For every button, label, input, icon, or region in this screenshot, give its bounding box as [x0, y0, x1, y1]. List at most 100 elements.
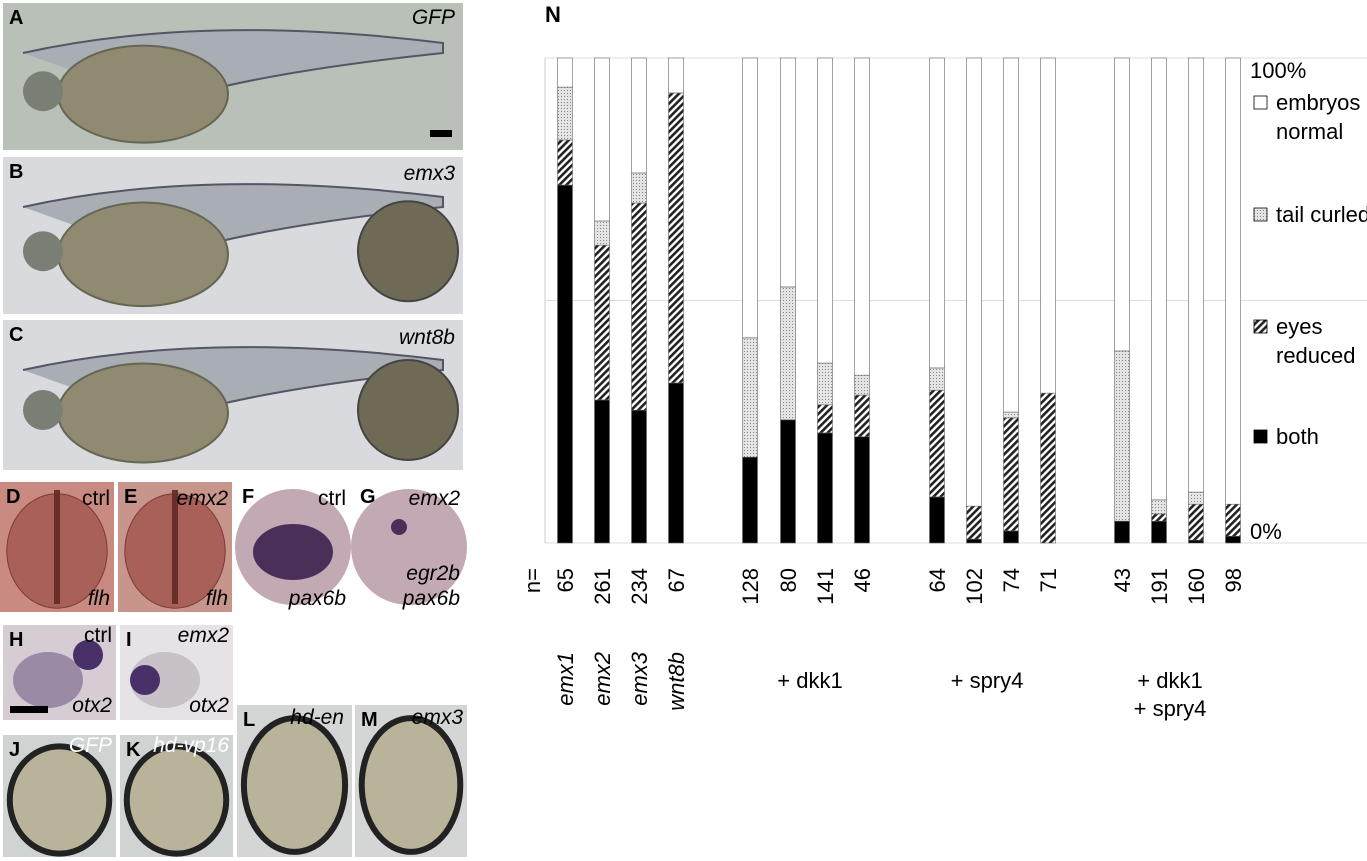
panel-letter: A [9, 7, 23, 29]
n-label: 141 [813, 568, 838, 605]
bar-segment [780, 57, 796, 288]
panel-label: emx2 [409, 487, 461, 510]
n-label: 64 [925, 568, 950, 592]
panel-label: hd-vp16 [153, 734, 229, 757]
legend-swatch [1253, 319, 1268, 334]
bar-segment [1151, 520, 1167, 544]
group-label: emx3 [627, 651, 652, 706]
n-label: 67 [664, 568, 689, 592]
bar-segment [668, 382, 684, 544]
bar-segment [1151, 513, 1167, 522]
bar-segment [817, 432, 833, 544]
bar-segment [1114, 57, 1130, 352]
bar-segment [557, 139, 573, 186]
embryo-yolk [57, 201, 229, 308]
bar-segment [1188, 57, 1204, 493]
panel-label: otx2 [189, 694, 229, 717]
panel-label: wnt8b [399, 326, 455, 349]
panel-label: pax6b [288, 587, 347, 610]
legend-label: both [1276, 424, 1319, 449]
bar-segment [1188, 539, 1204, 544]
bar-segment [1040, 57, 1056, 394]
group-label: + dkk1 [1137, 668, 1202, 693]
embryo-yolk [57, 362, 229, 464]
n-label: 160 [1184, 568, 1209, 605]
embryo [351, 489, 467, 605]
bar-segment [668, 92, 684, 384]
panel-letter: J [9, 739, 20, 761]
bar-segment [817, 404, 833, 434]
bar-segment [854, 436, 870, 544]
bar-segment [929, 57, 945, 369]
panel-letter: I [126, 629, 132, 651]
group-label: emx2 [590, 652, 615, 706]
inset-embryo [357, 359, 459, 461]
embryo-eye [23, 390, 63, 430]
panel-label: otx2 [72, 694, 112, 717]
bar-segment [594, 57, 610, 222]
stain [253, 524, 333, 580]
bar-segment [557, 184, 573, 544]
bar-segment [557, 86, 573, 141]
n-label: 74 [999, 568, 1024, 592]
bar-segment [854, 57, 870, 376]
panel-label: GFP [412, 6, 455, 29]
chart-title: N [545, 2, 561, 27]
n-label: 191 [1147, 568, 1172, 605]
panel-label: flh [206, 587, 228, 610]
panel-letter: B [9, 161, 23, 183]
embryo-head [13, 652, 83, 708]
bar-segment [742, 456, 758, 544]
legend-swatch [1253, 429, 1268, 444]
bar-segment [1225, 535, 1241, 544]
n-label: 98 [1221, 568, 1246, 592]
bar-segment [929, 496, 945, 544]
scale-bar [10, 706, 48, 713]
panel-label: emx2 [177, 487, 229, 510]
bar-segment [966, 57, 982, 507]
inset-embryo [357, 200, 459, 303]
bar-segment [817, 57, 833, 364]
stain [73, 640, 103, 670]
bar-segment [1003, 411, 1019, 419]
panel-label: emx2 [178, 624, 230, 647]
n-label: 234 [627, 568, 652, 605]
panel-label: GFP [69, 734, 112, 757]
scale-bar [430, 130, 452, 137]
y-tick-label: 0% [1250, 519, 1282, 544]
bar-segment [631, 409, 647, 544]
group-label: + dkk1 [777, 668, 842, 693]
bar-segment [1225, 57, 1241, 505]
group-label: wnt8b [664, 652, 689, 711]
group-label: + spry4 [951, 668, 1024, 693]
legend-label: eyes reduced [1276, 314, 1356, 368]
bar-segment [1114, 520, 1130, 544]
bar-segment [631, 202, 647, 411]
panel-label: hd-en [290, 706, 344, 729]
embryo [123, 743, 230, 857]
panel-letter: H [9, 629, 23, 651]
panel-label: ctrl [82, 487, 110, 510]
bar-segment [742, 57, 758, 339]
bar-segment [929, 389, 945, 498]
bar-segment [631, 57, 647, 174]
y-tick-label: 100% [1250, 58, 1306, 83]
embryo [240, 715, 349, 855]
legend-label: embryos normal [1276, 90, 1361, 144]
bar-segment [557, 57, 573, 88]
legend-swatch [1253, 95, 1268, 110]
bar-segment [742, 337, 758, 458]
panel-letter: L [243, 709, 255, 731]
n-label: 46 [850, 568, 875, 592]
legend-label: tail curled [1276, 202, 1367, 227]
panel-letter: D [6, 486, 20, 508]
bar-segment [929, 367, 945, 391]
bar-segment [780, 286, 796, 421]
n-label: 102 [962, 568, 987, 605]
panel-label: ctrl [318, 487, 346, 510]
bar-segment [966, 505, 982, 540]
panel-letter: C [9, 324, 23, 346]
panel-label: pax6b [402, 587, 461, 610]
panel-letter: M [361, 709, 378, 731]
